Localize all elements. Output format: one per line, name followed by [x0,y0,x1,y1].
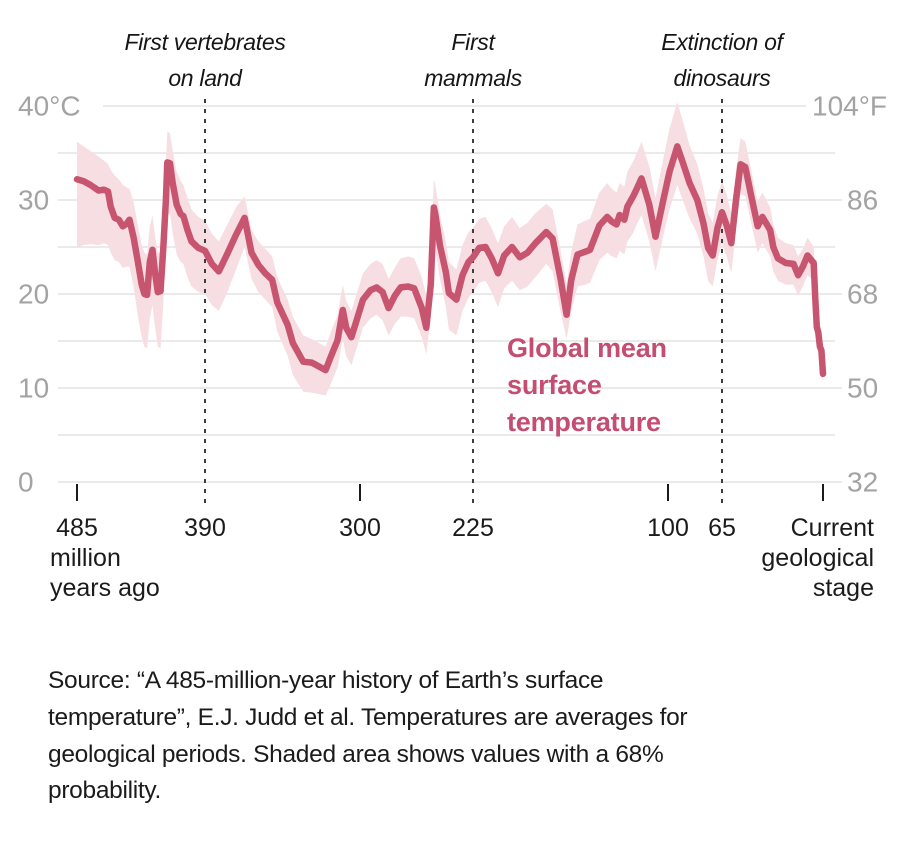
x-axis-label: 225 [452,514,494,542]
source-line: geological periods. Shaded area shows va… [48,740,664,768]
x-axis-label: 390 [184,514,226,542]
confidence-band [77,102,823,396]
x-axis-label: 100 [647,514,689,542]
series-label: Global mean surface temperature [507,333,667,437]
x-axis-label: 485 [56,514,98,542]
x-axis-label-current: geological [761,544,874,572]
temperature-chart: 40°C 104°F 30 86 20 68 10 50 0 32 485 390 300 225 100 6… [18,91,887,603]
annotation-first-mammals: First mammals [424,29,522,91]
y-axis-label-right: 86 [847,185,878,216]
y-axis-label-right: 50 [847,373,878,404]
y-axis-labels: 40°C 104°F 30 86 20 68 10 50 0 32 [18,91,887,498]
source-note: Source: “A 485-million-year history of E… [48,663,868,810]
event-dashed-lines [204,99,723,503]
y-axis-label-right: 104°F [812,91,887,122]
source-line: probability. [48,777,162,805]
temperature-line [73,143,827,378]
y-axis-label-right: 68 [847,279,878,310]
y-axis-label-right: 32 [847,467,878,498]
y-axis-label-left: 10 [18,373,49,404]
source-line: Source: “A 485-million-year history of E… [48,667,604,694]
annotation-first-vertebrates: First vertebrates on land [124,29,286,91]
x-axis-label: 300 [339,514,381,542]
source-line: temperature”, E.J. Judd et al. Temperatu… [48,703,688,731]
x-axis-label-current: Current [791,514,874,542]
x-axis-ticks [76,484,824,501]
y-axis-label-left: 40°C [18,91,81,122]
x-axis-label-current: stage [813,574,874,602]
y-axis-label-left: 30 [18,185,49,216]
y-axis-label-left: 20 [18,279,49,310]
x-axis-unit-label: years ago [50,574,160,602]
x-axis-label: 65 [708,514,736,542]
y-axis-label-left: 0 [18,467,34,498]
x-axis-unit-label: million [50,544,121,572]
annotation-extinction-dinosaurs: Extinction of dinosaurs [661,29,783,91]
